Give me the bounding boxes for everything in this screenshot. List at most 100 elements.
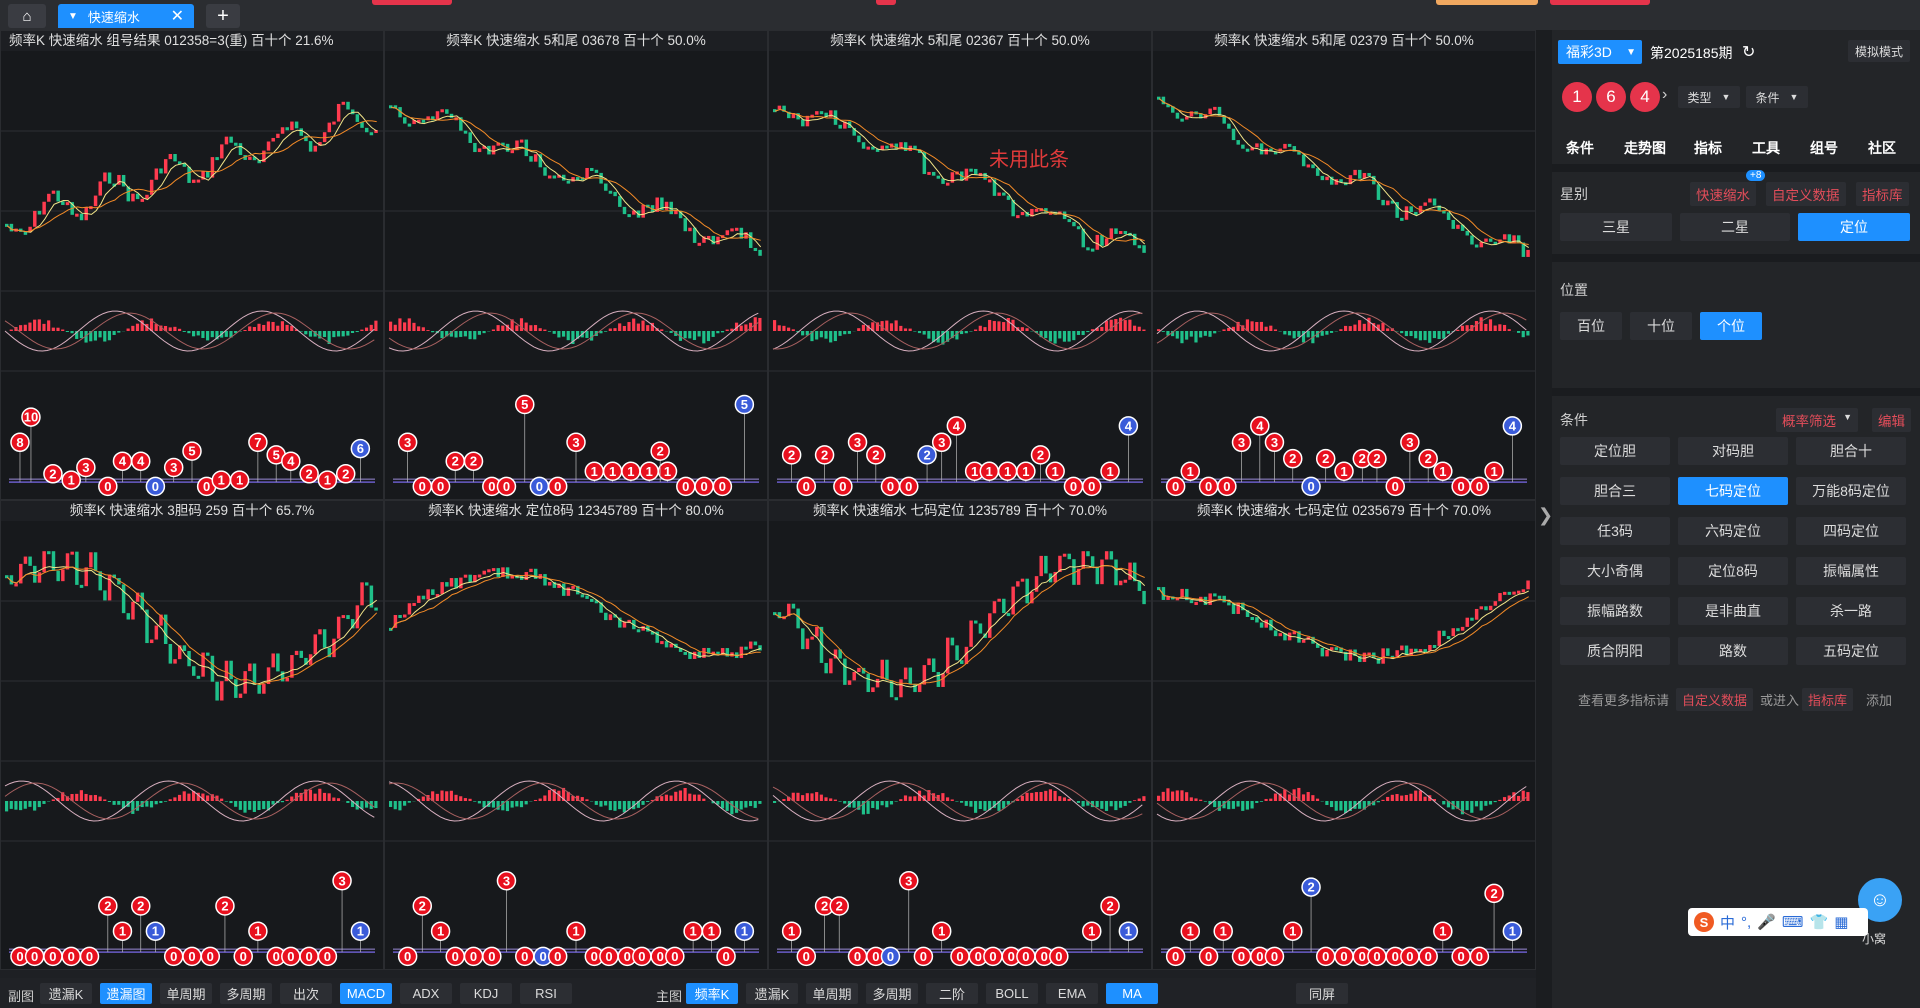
- macd-bar: [75, 793, 79, 801]
- sub-chart-button[interactable]: ADX: [400, 983, 452, 1004]
- condition-option[interactable]: 五码定位: [1796, 637, 1906, 665]
- nav-trend[interactable]: 走势图: [1624, 140, 1666, 156]
- type-select[interactable]: 类型 ▼: [1678, 86, 1740, 108]
- main-chart-button[interactable]: 频率K: [686, 983, 738, 1004]
- candle: [1114, 228, 1118, 234]
- chart-panel[interactable]: 频率K 快速缩水 5和尾 03678 百十个 50.0% 3 0 0 2 2 5 0 0 0 0 3 1…: [384, 30, 768, 500]
- dropdown-triangle-icon[interactable]: ▼: [68, 10, 78, 22]
- position-units[interactable]: 个位: [1700, 312, 1762, 340]
- candle: [594, 169, 599, 173]
- macd-bar: [1090, 329, 1095, 331]
- sub-chart-button[interactable]: 出次: [280, 983, 332, 1004]
- main-chart-button[interactable]: 多周期: [866, 983, 918, 1004]
- main-chart-button[interactable]: 单周期: [806, 983, 858, 1004]
- star-option-position[interactable]: 定位: [1798, 213, 1910, 241]
- mode-button[interactable]: 模拟模式: [1848, 40, 1910, 62]
- macd-bar: [1222, 801, 1226, 809]
- condition-option[interactable]: 任3码: [1560, 517, 1670, 545]
- refresh-icon[interactable]: ↻: [1742, 44, 1756, 61]
- nav-tools[interactable]: 工具: [1752, 140, 1780, 156]
- chart-panel[interactable]: 频率K 快速缩水 5和尾 02379 百十个 50.0% 0 1 0 0 3 4 3 2 0 2 1 2…: [1152, 30, 1536, 500]
- lottery-select[interactable]: 福彩3D ▼: [1558, 40, 1642, 64]
- candle: [969, 620, 973, 647]
- sub-chart-button[interactable]: 遗漏K: [40, 983, 92, 1004]
- probability-filter-select[interactable]: 概率筛选 ▼: [1776, 408, 1858, 432]
- chart-panel[interactable]: 频率K 快速缩水 3胆码 259 百十个 65.7% 0 0 0 0 0 2 1 2 1 0 0 0 2 0…: [0, 500, 384, 970]
- main-chart-button[interactable]: EMA: [1046, 983, 1098, 1004]
- number-ball-label: 2: [104, 899, 111, 914]
- candle: [1278, 148, 1283, 152]
- nav-groups[interactable]: 组号: [1810, 140, 1838, 156]
- condition-option[interactable]: 六码定位: [1678, 517, 1788, 545]
- condition-option[interactable]: 四码定位: [1796, 517, 1906, 545]
- condition-option[interactable]: 质合阴阳: [1560, 637, 1670, 665]
- edit-link[interactable]: 编辑: [1872, 408, 1911, 432]
- candle: [608, 190, 613, 194]
- sub-chart-button[interactable]: 多周期: [220, 983, 272, 1004]
- star-option-three[interactable]: 三星: [1560, 213, 1672, 241]
- main-chart-button[interactable]: 二阶: [926, 983, 978, 1004]
- ime-skin-icon[interactable]: 👕: [1809, 914, 1829, 931]
- sub-chart-button[interactable]: 单周期: [160, 983, 212, 1004]
- condition-option[interactable]: 定位8码: [1678, 557, 1788, 585]
- chart-panel[interactable]: 频率K 快速缩水 七码定位 1235789 百十个 70.0% 1 0 2 2 0 0 3 0 0…: [768, 500, 1152, 970]
- nav-community[interactable]: 社区: [1868, 140, 1896, 156]
- custom-data-link[interactable]: 自定义数据: [1766, 182, 1846, 206]
- panel-splitter[interactable]: ❯: [1536, 30, 1554, 1008]
- condition-option[interactable]: 振幅属性: [1796, 557, 1906, 585]
- sub-chart-button[interactable]: 遗漏图: [100, 983, 152, 1004]
- nav-indicators[interactable]: 指标: [1694, 140, 1722, 156]
- ime-keyboard-icon[interactable]: ⌨: [1781, 914, 1804, 931]
- condition-option[interactable]: 大小奇偶: [1560, 557, 1670, 585]
- star-option-two[interactable]: 二星: [1680, 213, 1790, 241]
- tab-quick-shrink[interactable]: ▼ 快速缩水 ✕: [58, 4, 194, 28]
- main-chart-button[interactable]: MA: [1106, 983, 1158, 1004]
- ime-punctuation-icon[interactable]: °,: [1741, 913, 1752, 931]
- more-lib-link[interactable]: 指标库: [1802, 688, 1854, 711]
- sub-chart-button[interactable]: KDJ: [460, 983, 512, 1004]
- chart-panel[interactable]: 频率K 快速缩水 七码定位 0235679 百十个 70.0% 0 1 0 1 0 0 0 1 2…: [1152, 500, 1536, 970]
- sub-chart-button[interactable]: RSI: [520, 983, 572, 1004]
- position-hundreds[interactable]: 百位: [1560, 312, 1622, 340]
- condition-option[interactable]: 定位胆: [1560, 437, 1670, 465]
- condition-option[interactable]: 胆合三: [1560, 477, 1670, 505]
- condition-option[interactable]: 杀一路: [1796, 597, 1906, 625]
- macd-bar: [1502, 324, 1507, 331]
- condition-option[interactable]: 万能8码定位: [1796, 477, 1906, 505]
- main-chart-button[interactable]: BOLL: [986, 983, 1038, 1004]
- same-screen-button[interactable]: 同屏: [1296, 983, 1348, 1004]
- condition-select[interactable]: 条件 ▼: [1746, 86, 1808, 108]
- indicator-lib-link[interactable]: 指标库: [1856, 182, 1909, 206]
- candle: [1231, 603, 1236, 614]
- candle: [1137, 581, 1142, 591]
- chart-panel[interactable]: 频率K 快速缩水 5和尾 02367 百十个 50.0% 2 0 2 0 3 2 0 0 2 3 4 1…: [768, 30, 1152, 500]
- number-ball-label: 2: [1037, 447, 1044, 462]
- main-chart-button[interactable]: 遗漏K: [746, 983, 798, 1004]
- condition-option[interactable]: 路数: [1678, 637, 1788, 665]
- macd-bar: [941, 793, 945, 801]
- ime-chinese-icon[interactable]: 中: [1720, 914, 1736, 932]
- ime-apps-icon[interactable]: ▦: [1834, 914, 1849, 931]
- chevron-right-icon[interactable]: ❯: [1538, 505, 1554, 525]
- condition-option[interactable]: 振幅路数: [1560, 597, 1670, 625]
- macd-bar: [1526, 331, 1530, 336]
- macd-bar: [496, 801, 500, 810]
- condition-option[interactable]: 胆合十: [1796, 437, 1906, 465]
- condition-option[interactable]: 是非曲直: [1678, 597, 1788, 625]
- quick-shrink-link[interactable]: 快速缩水: [1690, 182, 1756, 206]
- more-custom-link[interactable]: 自定义数据: [1676, 688, 1754, 711]
- condition-option[interactable]: 七码定位: [1678, 477, 1788, 505]
- ime-toolbar[interactable]: S 中 °, 🎤 ⌨ 👕 ▦: [1688, 908, 1868, 936]
- condition-option[interactable]: 对码胆: [1678, 437, 1788, 465]
- sub-chart-button[interactable]: MACD: [340, 983, 392, 1004]
- ime-mic-icon[interactable]: 🎤: [1757, 914, 1776, 931]
- close-icon[interactable]: ✕: [170, 8, 184, 25]
- home-tab[interactable]: ⌂: [8, 4, 46, 28]
- position-tens[interactable]: 十位: [1630, 312, 1692, 340]
- chart-panel[interactable]: 频率K 快速缩水 定位8码 12345789 百十个 80.0% 0 2 1 0 0 0 3 0…: [384, 500, 768, 970]
- chevron-right-icon[interactable]: ›: [1662, 86, 1668, 103]
- macd-bar: [51, 799, 55, 801]
- nav-conditions[interactable]: 条件: [1566, 140, 1594, 156]
- add-tab-button[interactable]: +: [206, 4, 240, 28]
- chart-panel[interactable]: 频率K 快速缩水 组号结果 012358=3(重) 百十个 21.6% 8 10 2 1…: [0, 30, 384, 500]
